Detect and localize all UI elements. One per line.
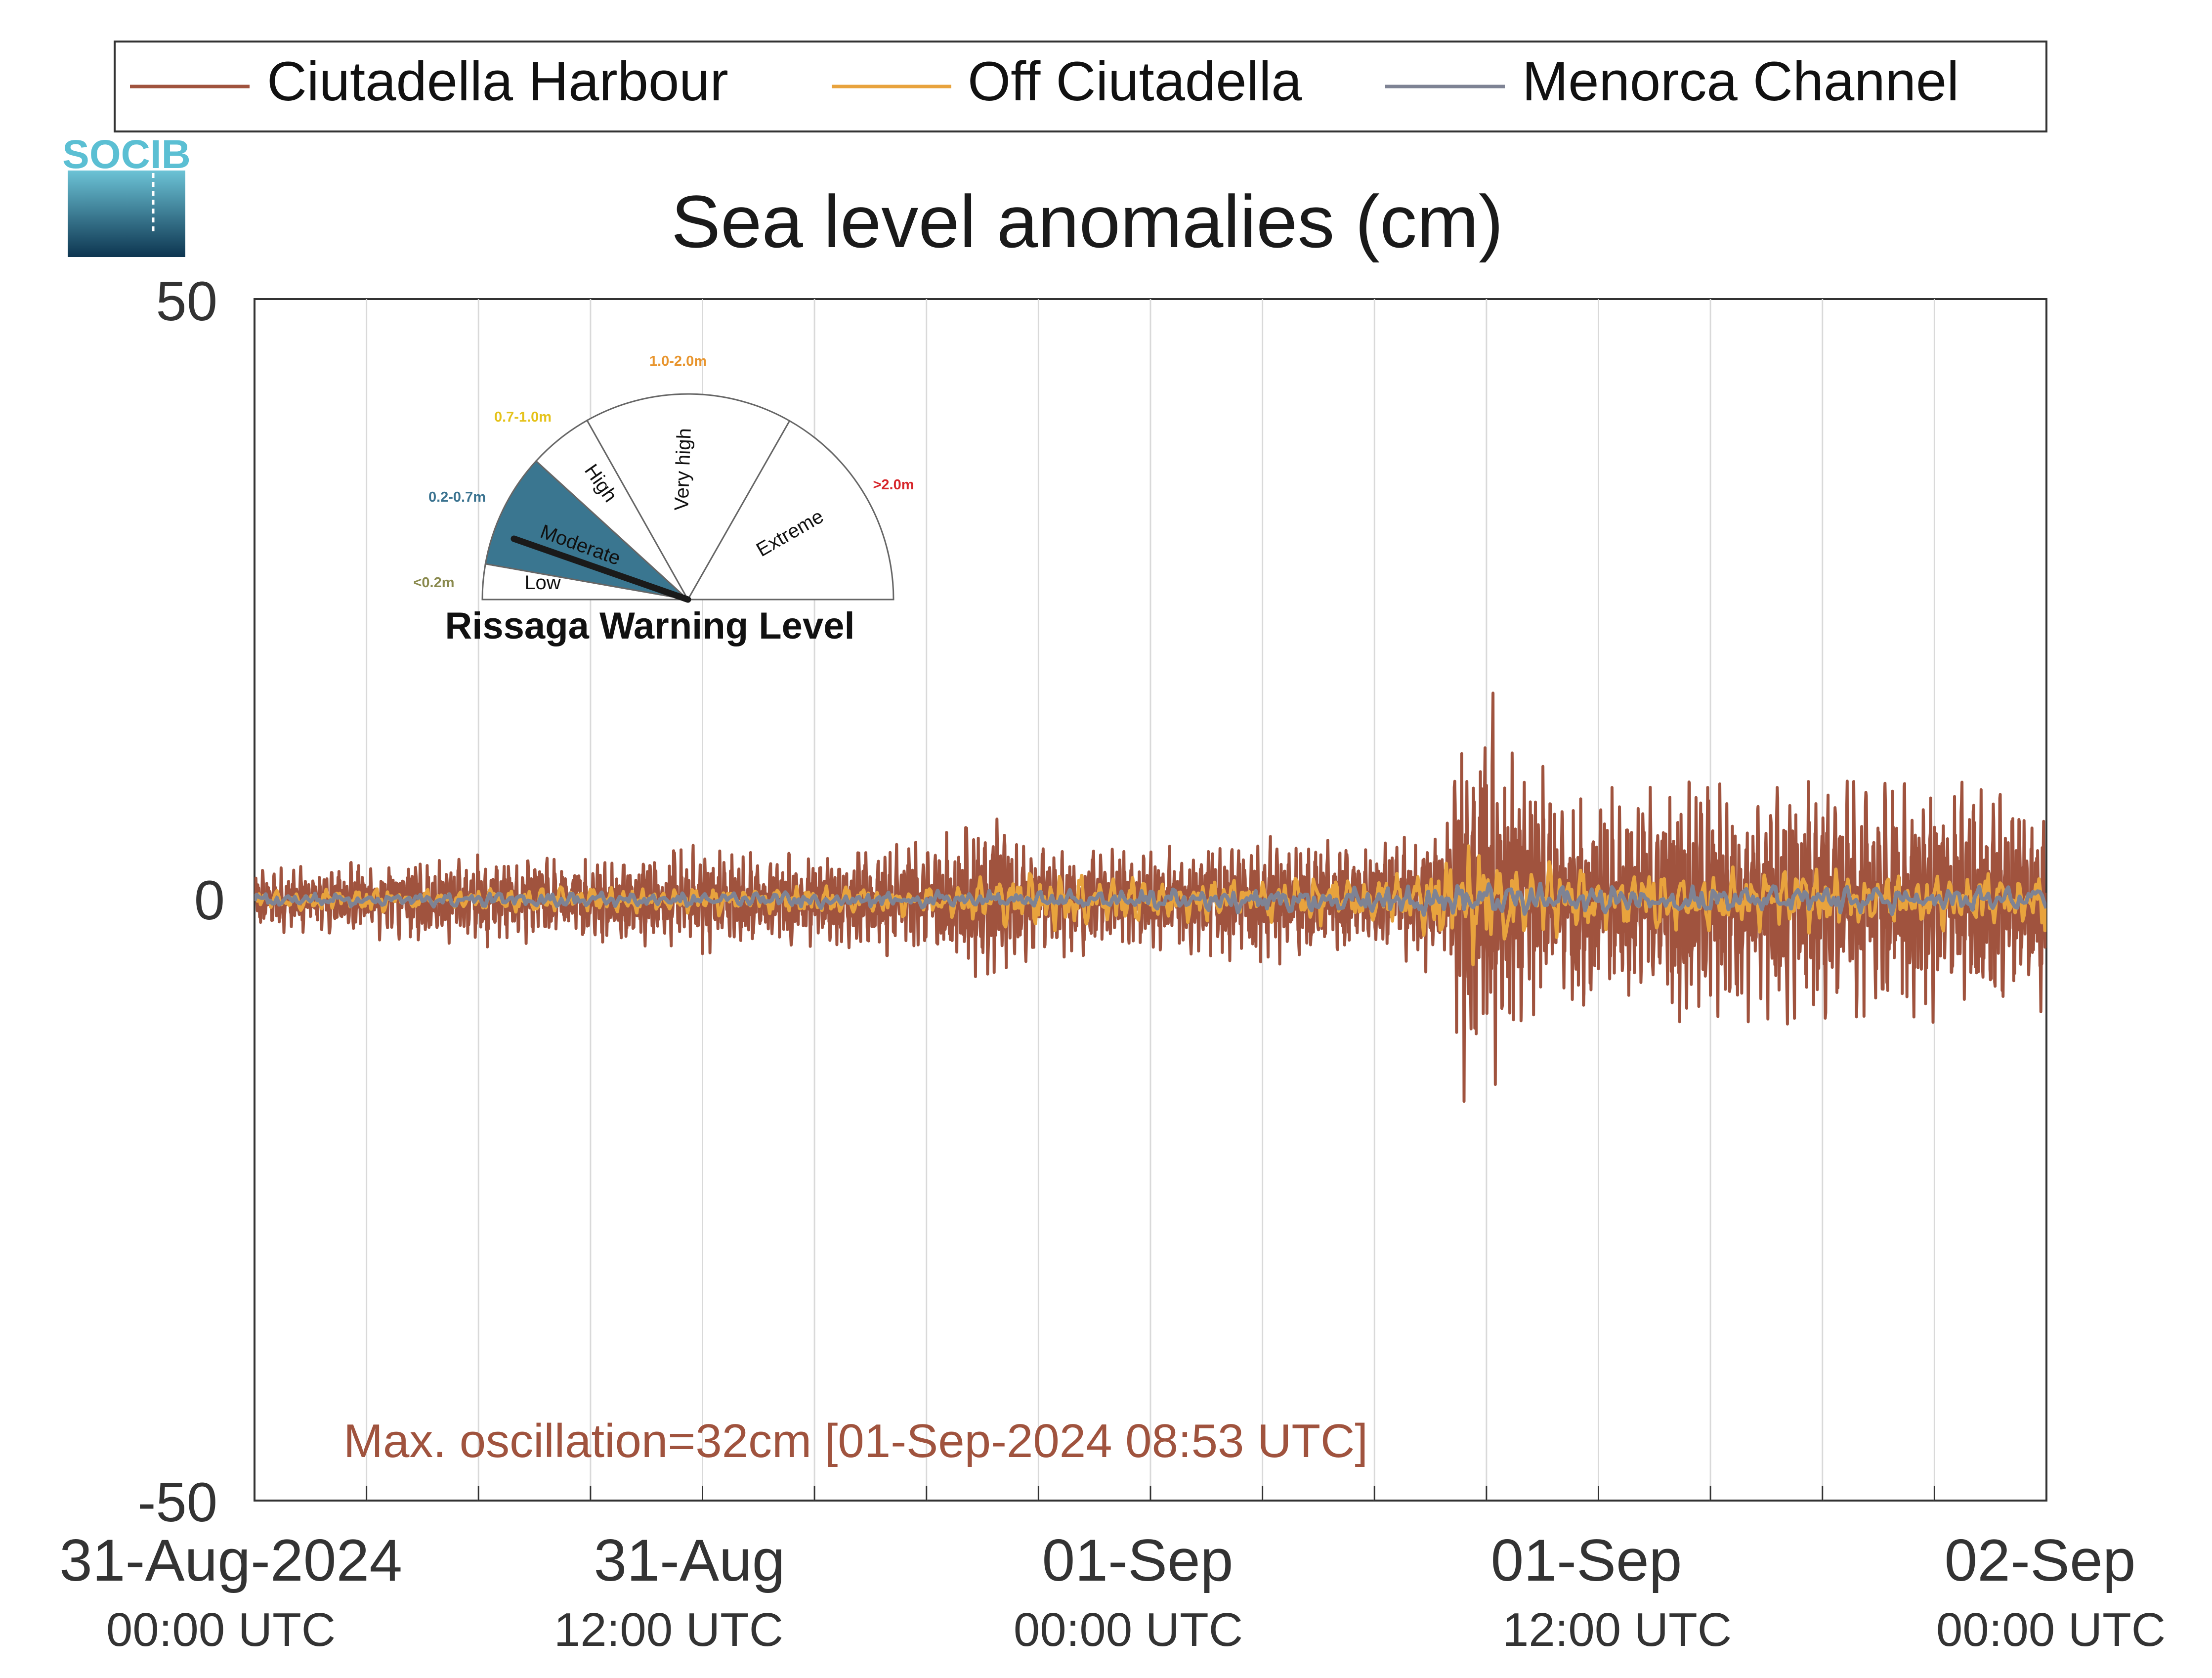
x-tick-time-4: 00:00 UTC <box>1936 1603 2166 1656</box>
socib-logo-text: SOCIB <box>62 132 191 177</box>
series-line-menorca-channel <box>255 881 2046 917</box>
x-minor-ticks <box>366 1486 1935 1501</box>
gauge-label-low: Low <box>524 572 560 594</box>
series-line-ciutadella-harbour <box>255 691 2046 1103</box>
x-tick-time-3: 12:00 UTC <box>1502 1603 1732 1656</box>
y-tick-label-minus-50: -50 <box>137 1471 217 1533</box>
gauge-range-high: 0.7-1.0m <box>494 409 552 425</box>
legend-frame <box>114 41 2047 132</box>
gauge-label-very-high: Very high <box>671 428 695 511</box>
y-tick-label-0: 0 <box>194 869 225 931</box>
gauge-sector-moderate <box>484 460 690 601</box>
series-line-off-ciutadella <box>255 844 2046 967</box>
gauge-range-moderate: 0.2-0.7m <box>428 489 486 505</box>
gauge-sector-extreme <box>686 420 894 601</box>
max-oscillation-annotation: Max. oscillation=32cm [01-Sep-2024 08:53… <box>343 1415 1368 1467</box>
gauge-range-very-high: 1.0-2.0m <box>649 353 707 369</box>
gauge-sector-very-high <box>586 393 791 602</box>
legend-label-menorca-channel: Menorca Channel <box>1522 50 1959 112</box>
legend-label-ciutadella-harbour: Ciutadella Harbour <box>267 50 728 112</box>
x-tick-date-1: 31-Aug <box>594 1527 785 1593</box>
socib-logo: SOCIB <box>62 132 191 257</box>
x-tick-date-2: 01-Sep <box>1042 1527 1234 1593</box>
x-tick-date-3: 01-Sep <box>1491 1527 1682 1593</box>
x-tick-time-0: 00:00 UTC <box>106 1603 336 1656</box>
gauge-range-extreme: >2.0m <box>873 477 914 493</box>
chart-title: Sea level anomalies (cm) <box>671 180 1503 263</box>
gauge-needle <box>510 535 691 603</box>
x-tick-time-1: 12:00 UTC <box>554 1603 783 1656</box>
x-tick-date-0: 31-Aug-2024 <box>59 1527 402 1593</box>
y-tick-label-50: 50 <box>156 270 217 332</box>
legend-label-off-ciutadella: Off Ciutadella <box>968 50 1302 112</box>
x-tick-time-2: 00:00 UTC <box>1014 1603 1243 1656</box>
rissaga-warning-gauge: Low Moderate High Very high Extreme <0.2… <box>413 353 914 647</box>
legend: Ciutadella Harbour Off Ciutadella Menorc… <box>114 41 2047 132</box>
x-tick-date-4: 02-Sep <box>1945 1527 2136 1593</box>
gauge-title: Rissaga Warning Level <box>445 605 854 647</box>
gauge-range-low: <0.2m <box>413 575 454 591</box>
